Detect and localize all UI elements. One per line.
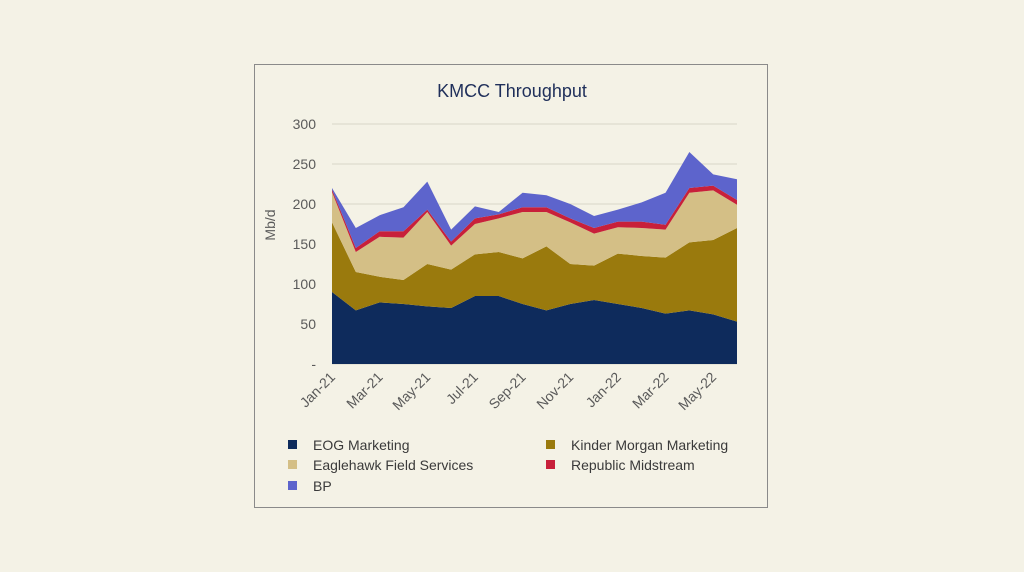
legend-swatch <box>546 440 555 449</box>
y-tick-label: 300 <box>293 116 317 132</box>
x-tick-label: May-22 <box>675 369 719 413</box>
legend-label: EOG Marketing <box>313 437 409 453</box>
area-series-kinder-morgan-marketing <box>332 222 737 322</box>
x-tick-label: Jan-21 <box>297 369 339 411</box>
legend-swatch <box>546 460 555 469</box>
x-tick-label: Nov-21 <box>533 369 576 412</box>
y-tick-label: 50 <box>300 316 316 332</box>
legend-swatch <box>288 440 297 449</box>
y-axis-label: Mb/d <box>262 209 278 240</box>
y-tick-label: - <box>311 356 316 372</box>
x-tick-layer: Jan-21 Mar-21 May-21 Jul-21 Sep-21 Nov-21 Jan-… <box>297 369 720 413</box>
y-tick-label: 200 <box>293 196 317 212</box>
legend: EOG Marketing Kinder Morgan Marketing Eagl… <box>288 437 728 494</box>
legend-label: Republic Midstream <box>571 457 695 473</box>
x-tick-label: Sep-21 <box>485 369 528 412</box>
legend-label: BP <box>313 478 332 494</box>
area-layer <box>332 152 737 364</box>
chart-title: KMCC Throughput <box>437 81 587 101</box>
area-series-eaglehawk-field-services <box>332 190 737 280</box>
legend-swatch <box>288 460 297 469</box>
y-tick-label: 100 <box>293 276 317 292</box>
chart-svg: KMCC Throughput Mb/d -50100150200250300 … <box>262 81 737 494</box>
y-tick-label: 250 <box>293 156 317 172</box>
area-series-eog-marketing <box>332 292 737 364</box>
legend-label: Kinder Morgan Marketing <box>571 437 728 453</box>
legend-label: Eaglehawk Field Services <box>313 457 473 473</box>
x-tick-label: Jul-21 <box>443 369 481 407</box>
x-tick-label: Jan-22 <box>582 369 624 411</box>
legend-swatch <box>288 481 297 490</box>
x-tick-label: Mar-21 <box>343 369 386 412</box>
x-tick-label: Mar-22 <box>629 369 672 412</box>
y-tick-layer: - 50 100 150 200 250 300 <box>293 116 317 372</box>
area-series-bp <box>332 152 737 248</box>
x-tick-label: May-21 <box>389 369 433 413</box>
y-tick-label: 150 <box>293 236 317 252</box>
chart-panel: KMCC Throughput Mb/d -50 100 150 200 250 300 … <box>254 64 768 508</box>
